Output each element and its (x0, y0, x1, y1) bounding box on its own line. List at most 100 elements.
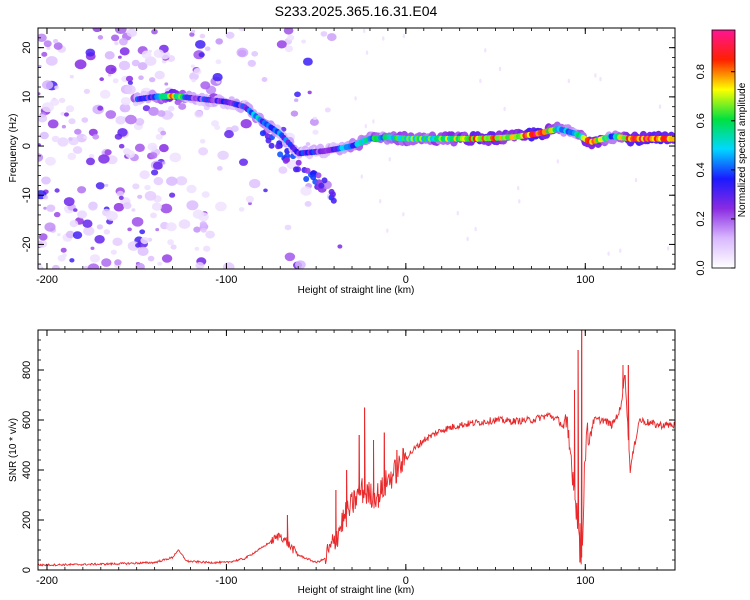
spectrogram-noise-blob (215, 38, 223, 45)
spectrogram-noise-blob (62, 253, 67, 258)
spectrogram-noise-blob (77, 210, 88, 219)
spectrogram-noise-blob (88, 202, 98, 211)
spectrogram-noise-blob (190, 64, 195, 68)
snr-x-axis-title: Height of straight line (km) (298, 585, 415, 596)
spectrogram-noise-blob (65, 105, 75, 113)
spectrogram-noise-blob (201, 191, 210, 198)
spectrogram-tail-blob (259, 130, 266, 137)
spectrogram-noise-blob (157, 261, 163, 266)
spectrogram-noise-blob (224, 130, 234, 139)
spectrogram-noise-blob (200, 227, 207, 233)
spectrogram-noise-blob (295, 260, 306, 269)
snr-x-ticks: -200 -100 0 100 (36, 330, 676, 587)
spectrogram-noise-blob (135, 118, 145, 126)
spectrogram-noise-blob (64, 112, 69, 117)
spectrogram-noise-blob (39, 131, 49, 140)
spectrogram-noise-blob (155, 133, 163, 140)
spectrogram-y-tick-label: -10 (21, 187, 33, 203)
spectrogram-y-axis-title: Frequency (Hz) (8, 114, 19, 183)
spectrogram-noise-blob (135, 262, 145, 269)
spectrogram-noise-blob (301, 39, 306, 44)
spectrogram-tail-blob (303, 176, 310, 182)
spectrogram-noise-blob (160, 203, 173, 214)
colorbar-tick-label: 0.0 (695, 260, 707, 275)
spectrogram-noise-blob (365, 50, 369, 55)
spectrogram-noise-blob (38, 233, 48, 241)
spectrogram-noise-blob (567, 78, 570, 84)
snr-panel: -200 -100 0 100 0 200 400 600 800 Height of str… (8, 329, 676, 596)
spectrogram-noise-blob (58, 97, 66, 103)
spectrogram-noise-blob (111, 34, 120, 42)
spectrogram-noise-blob (245, 195, 254, 203)
spectrogram-y-tick-label: -20 (21, 236, 33, 252)
spectrogram-noise-blob (607, 251, 610, 256)
spectrogram-noise-blob (294, 91, 301, 98)
spectrogram-noise-blob (303, 57, 313, 66)
spectrogram-noise-blob (474, 226, 477, 232)
spectrogram-noise-blob (38, 153, 44, 162)
snr-y-tick-label: 600 (21, 411, 33, 429)
spectrogram-noise-blob (54, 85, 59, 90)
spectrogram-noise-blob (284, 224, 292, 231)
spectrogram-noise-blob (186, 184, 197, 194)
snr-y-tick-label: 200 (21, 511, 33, 529)
spectrogram-noise-blob (124, 84, 136, 95)
spectrogram-noise-blob (386, 228, 389, 233)
spectrogram-tail-blob (295, 159, 302, 166)
spectrogram-noise-blob (42, 80, 54, 90)
spectrogram-noise-blob (53, 42, 63, 50)
spectrogram-noise-blob (105, 211, 118, 221)
spectrogram-noise-blob (92, 28, 102, 33)
spectrogram-noise-blob (175, 176, 188, 186)
spectrogram-x-tick-label: -100 (215, 274, 237, 286)
spectrogram-noise-blob (98, 154, 110, 164)
spectrogram-noise-blob (137, 246, 149, 256)
spectrogram-noise-blob (101, 258, 112, 267)
spectrogram-noise-blob (38, 92, 41, 96)
spectrogram-noise-blob (287, 34, 295, 41)
spectrogram-noise-blob (619, 248, 622, 253)
spectrogram-noise-blob (107, 73, 112, 77)
spectrogram-x-axis-title: Height of straight line (km) (298, 285, 415, 296)
spectrogram-noise-blob (517, 186, 520, 191)
spectrogram-noise-blob (137, 194, 143, 199)
spectrogram-noise-blob (67, 152, 77, 160)
spectrogram-noise-blob (215, 59, 222, 65)
spectrogram-noise-blob (304, 201, 312, 207)
spectrogram-noise-blob (466, 236, 469, 242)
spectrogram-noise-blob (312, 129, 319, 135)
spectrogram-noise-blob (41, 176, 51, 185)
spectrogram-noise-blob (248, 201, 252, 206)
spectrogram-x-tick-label: -200 (36, 274, 58, 286)
spectrogram-noise-blob (402, 212, 405, 217)
snr-line-layer (38, 330, 675, 567)
spectrogram-noise-blob (178, 103, 187, 110)
spectrogram-noise-blob (153, 177, 164, 186)
spectrogram-noise-blob (106, 155, 118, 165)
snr-y-tick-label: 800 (21, 361, 33, 379)
spectrogram-noise-blob (123, 202, 132, 210)
spectrogram-noise-blob (203, 245, 211, 252)
spectrogram-noise-blob (518, 199, 521, 204)
spectrogram-noise-blob (193, 68, 202, 75)
spectrogram-frame (37, 27, 676, 270)
spectrogram-noise-blob (153, 49, 164, 58)
spectrogram-noise-blob (379, 199, 382, 204)
spectrogram-x-ticks: -200 -100 0 100 (36, 28, 676, 286)
spectrogram-noise-blob (144, 184, 151, 191)
spectrogram-noise-blob (118, 55, 122, 59)
spectrogram-noise-blob (76, 133, 87, 143)
spectrogram-noise-blob (87, 263, 100, 269)
spectrogram-noise-blob (594, 73, 597, 78)
spectrogram-noise-blob (364, 124, 367, 129)
spectrogram-noise-blob (290, 110, 299, 117)
spectrogram-noise-blob (74, 59, 87, 70)
spectrogram-noise-blob (284, 45, 293, 53)
spectrogram-noise-blob (74, 128, 82, 135)
spectrogram-noise-blob (118, 195, 124, 200)
spectrogram-noise-blob (126, 28, 137, 37)
spectrogram-noise-blob (53, 211, 61, 218)
spectrogram-noise-blob (104, 183, 109, 187)
spectrogram-noise-blob (155, 228, 160, 232)
spectrogram-noise-blob (72, 231, 83, 240)
